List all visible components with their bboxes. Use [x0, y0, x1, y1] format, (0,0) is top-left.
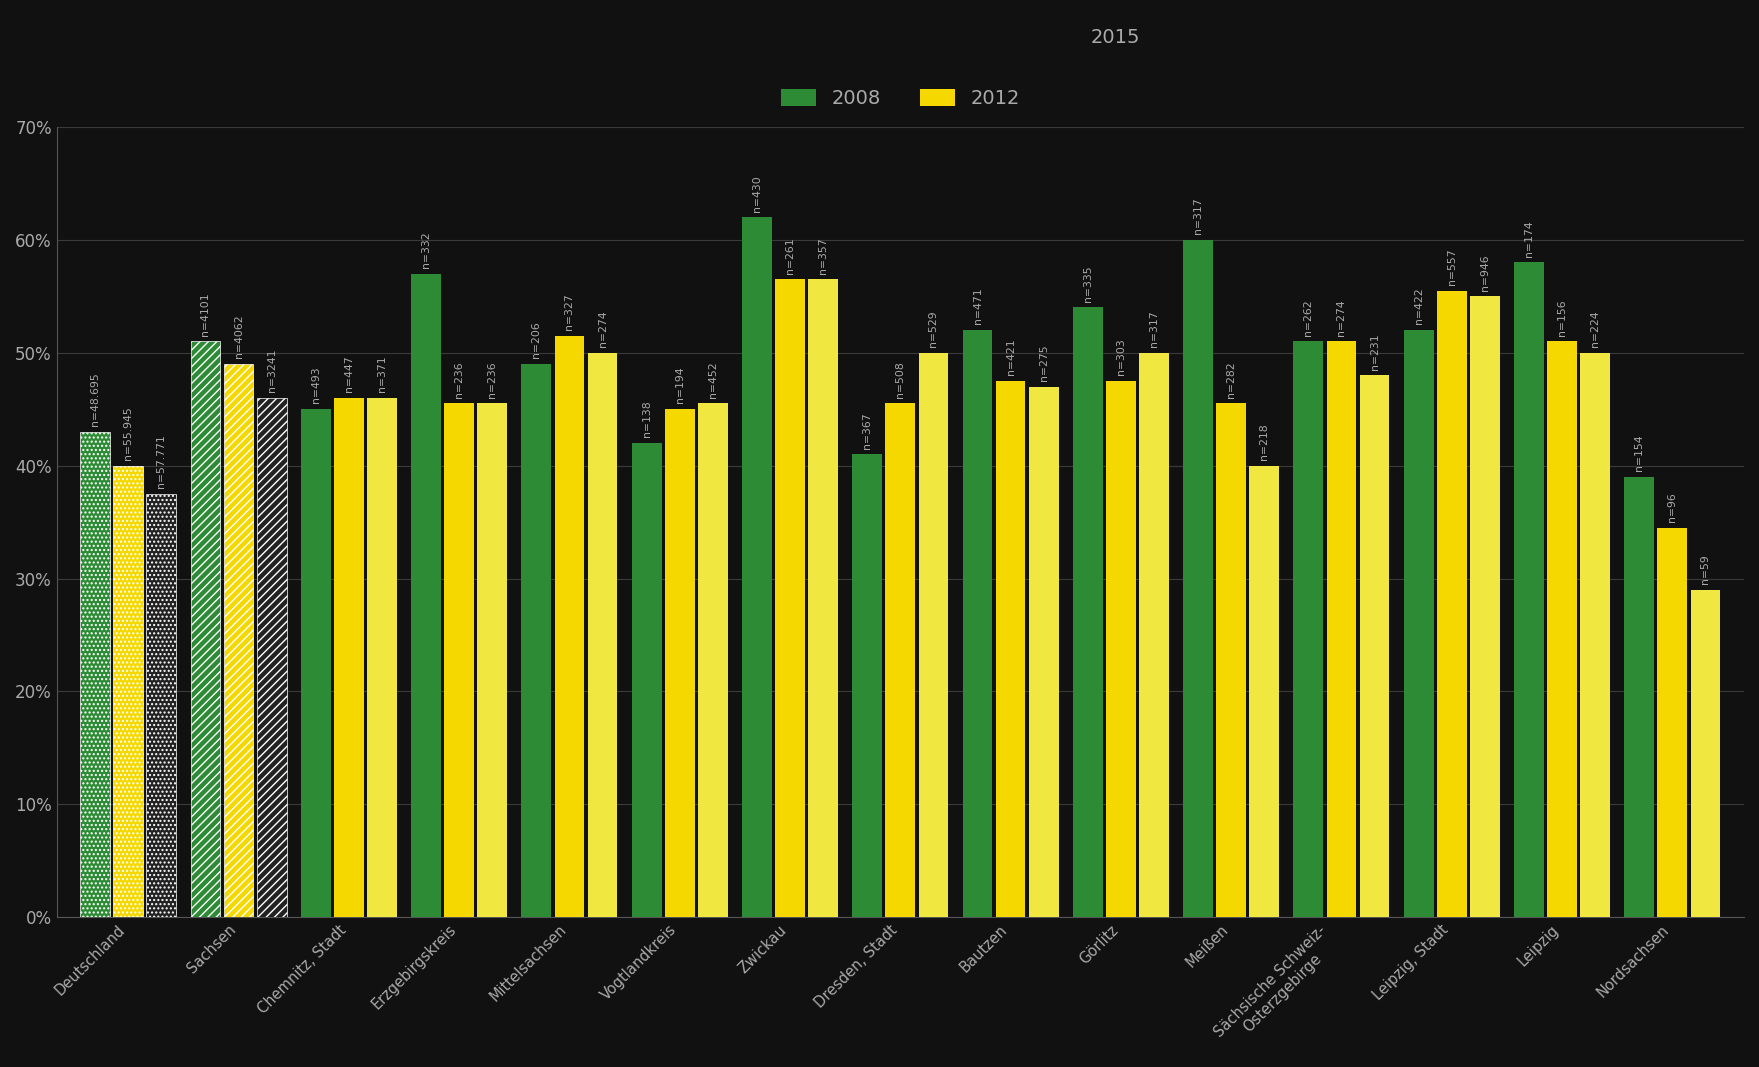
- Text: n=57.771: n=57.771: [157, 434, 167, 489]
- Text: n=367: n=367: [862, 412, 872, 448]
- Bar: [368, 398, 398, 918]
- Text: n=48.695: n=48.695: [90, 372, 100, 426]
- Bar: [776, 280, 806, 918]
- Bar: [698, 403, 728, 918]
- Text: n=154: n=154: [1634, 434, 1645, 472]
- Bar: [1073, 307, 1103, 918]
- Bar: [885, 403, 915, 918]
- Legend: 2008, 2012: 2008, 2012: [774, 81, 1027, 116]
- Bar: [807, 280, 837, 918]
- Bar: [1360, 376, 1390, 918]
- Bar: [631, 443, 661, 918]
- Bar: [521, 364, 551, 918]
- Text: n=422: n=422: [1414, 288, 1423, 324]
- Bar: [146, 494, 176, 918]
- Bar: [223, 364, 253, 918]
- Text: n=138: n=138: [642, 401, 651, 437]
- Text: n=430: n=430: [751, 175, 762, 211]
- Text: n=194: n=194: [675, 367, 684, 403]
- Text: 2015: 2015: [1091, 28, 1140, 47]
- Bar: [301, 409, 331, 918]
- Text: n=224: n=224: [1590, 310, 1601, 347]
- Text: n=174: n=174: [1523, 220, 1534, 257]
- Bar: [1184, 240, 1214, 918]
- Bar: [1029, 386, 1059, 918]
- Text: n=261: n=261: [785, 237, 795, 273]
- Bar: [1580, 353, 1609, 918]
- Text: n=3241: n=3241: [267, 349, 276, 393]
- Text: n=946: n=946: [1479, 254, 1490, 290]
- Bar: [334, 398, 364, 918]
- Bar: [1404, 330, 1434, 918]
- Bar: [81, 432, 111, 918]
- Text: n=317: n=317: [1149, 310, 1159, 347]
- Bar: [1326, 341, 1356, 918]
- Text: n=275: n=275: [1038, 345, 1048, 381]
- Text: n=96: n=96: [1668, 492, 1678, 522]
- Bar: [190, 341, 220, 918]
- Bar: [1548, 341, 1576, 918]
- Bar: [588, 353, 617, 918]
- Text: n=206: n=206: [531, 321, 542, 359]
- Bar: [477, 403, 507, 918]
- Bar: [1471, 297, 1500, 918]
- Bar: [1215, 403, 1245, 918]
- Text: n=55.945: n=55.945: [123, 407, 134, 460]
- Bar: [257, 398, 287, 918]
- Bar: [853, 455, 881, 918]
- Text: n=303: n=303: [1115, 338, 1126, 376]
- Text: n=236: n=236: [454, 362, 464, 398]
- Bar: [412, 273, 442, 918]
- Bar: [113, 465, 142, 918]
- Text: n=4101: n=4101: [201, 292, 211, 336]
- Bar: [1514, 262, 1544, 918]
- Text: n=452: n=452: [707, 362, 718, 398]
- Text: n=231: n=231: [1370, 333, 1379, 369]
- Text: n=447: n=447: [343, 355, 354, 393]
- Bar: [1140, 353, 1168, 918]
- Text: n=317: n=317: [1193, 197, 1203, 234]
- Text: n=282: n=282: [1226, 362, 1237, 398]
- Bar: [996, 381, 1025, 918]
- Text: n=59: n=59: [1701, 555, 1710, 584]
- Bar: [1624, 477, 1653, 918]
- Text: n=335: n=335: [1084, 266, 1092, 302]
- Bar: [1293, 341, 1323, 918]
- Bar: [665, 409, 695, 918]
- Bar: [742, 218, 772, 918]
- Text: n=274: n=274: [1337, 299, 1346, 336]
- Text: n=493: n=493: [311, 367, 320, 403]
- Text: n=557: n=557: [1446, 249, 1456, 285]
- Bar: [1690, 590, 1720, 918]
- Text: n=471: n=471: [973, 288, 983, 324]
- Bar: [445, 403, 473, 918]
- Bar: [554, 336, 584, 918]
- Text: n=371: n=371: [376, 355, 387, 393]
- Bar: [1657, 528, 1687, 918]
- Text: n=421: n=421: [1006, 338, 1015, 376]
- Text: n=218: n=218: [1259, 424, 1270, 460]
- Text: n=529: n=529: [929, 310, 938, 347]
- Text: n=156: n=156: [1557, 299, 1567, 336]
- Text: n=236: n=236: [487, 362, 498, 398]
- Bar: [1249, 465, 1279, 918]
- Text: n=332: n=332: [420, 232, 431, 268]
- Text: n=274: n=274: [598, 310, 607, 347]
- Bar: [1437, 290, 1467, 918]
- Text: n=327: n=327: [565, 293, 575, 330]
- Text: n=357: n=357: [818, 237, 828, 273]
- Text: n=4062: n=4062: [234, 315, 243, 359]
- Bar: [1106, 381, 1136, 918]
- Text: n=508: n=508: [895, 361, 906, 398]
- Text: n=262: n=262: [1303, 299, 1314, 336]
- Bar: [918, 353, 948, 918]
- Bar: [962, 330, 992, 918]
